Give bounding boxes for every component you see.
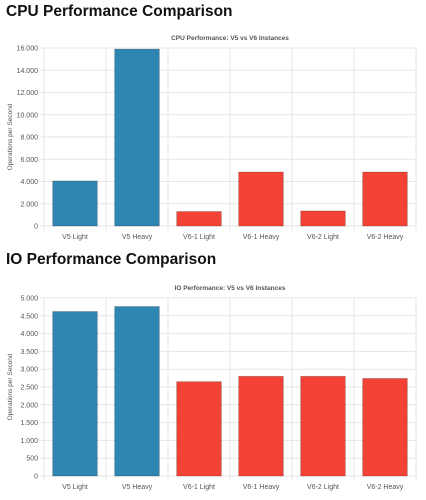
io-bar-v6-1-heavy <box>238 375 284 477</box>
cpu-bar-v6-2-heavy <box>362 171 408 227</box>
cpu-x-tick-label: V6-1 Light <box>183 234 215 241</box>
cpu-bar-v6-2-light <box>300 210 346 227</box>
cpu-y-tick-label: 8.000 <box>20 135 38 142</box>
io-performance-chart: IO Performance: V5 vs V6 Instances 0 500 1.… <box>7 285 417 491</box>
cpu-x-tick-label: V5 Light <box>62 234 88 241</box>
io-x-tick-label: V6-1 Light <box>183 484 215 491</box>
cpu-y-tick-label: 12.000 <box>17 90 39 97</box>
cpu-y-tick-label: 14.000 <box>17 68 39 75</box>
io-y-tick-label: 0 <box>34 474 38 481</box>
io-y-tick-label: 500 <box>26 456 38 463</box>
io-x-tick-label: V6-2 Heavy <box>367 484 404 491</box>
io-y-axis-title: Operations per Second <box>7 353 14 420</box>
io-y-tick-label: 4.500 <box>20 313 38 320</box>
cpu-bar-v5-heavy <box>114 48 160 227</box>
io-bar-v6-1-light <box>176 381 222 477</box>
cpu-x-tick-label: V6-2 Light <box>307 234 339 241</box>
cpu-bar-v5-light <box>52 180 98 227</box>
cpu-y-tick-label: 6.000 <box>20 157 38 164</box>
cpu-y-tick-label: 16.000 <box>17 46 39 53</box>
io-bar-v6-2-heavy <box>362 378 408 477</box>
cpu-x-tick-label: V6-2 Heavy <box>367 234 404 241</box>
io-x-tick-label: V6-2 Light <box>307 484 339 491</box>
cpu-chart-title: CPU Performance: V5 vs V6 Instances <box>171 35 289 42</box>
io-y-tick-label: 3.500 <box>20 349 38 356</box>
cpu-y-axis-title: Operations per Second <box>7 103 14 170</box>
io-bar-v5-heavy <box>114 306 160 477</box>
io-y-tick-label: 1.500 <box>20 420 38 427</box>
io-section-heading: IO Performance Comparison <box>6 251 217 268</box>
io-y-tick-label: 1.000 <box>20 438 38 445</box>
cpu-x-tick-label: V6-1 Heavy <box>243 234 280 241</box>
io-y-tick-label: 4.000 <box>20 331 38 338</box>
cpu-y-tick-label: 4.000 <box>20 179 38 186</box>
io-x-tick-label: V6-1 Heavy <box>243 484 280 491</box>
io-bar-v5-light <box>52 311 98 477</box>
io-bar-v6-2-light <box>300 375 346 477</box>
cpu-x-tick-label: V5 Heavy <box>122 234 153 241</box>
cpu-section-heading: CPU Performance Comparison <box>6 3 233 20</box>
io-y-tick-label: 3.000 <box>20 367 38 374</box>
io-y-tick-label: 5.000 <box>20 296 38 303</box>
io-y-tick-label: 2.000 <box>20 402 38 409</box>
io-x-tick-label: V5 Light <box>62 484 88 491</box>
cpu-y-tick-label: 10.000 <box>17 112 39 119</box>
cpu-performance-chart: CPU Performance: V5 vs V6 Instances 0 2.00… <box>7 35 417 241</box>
cpu-y-tick-label: 0 <box>34 224 38 231</box>
cpu-bar-v6-1-heavy <box>238 171 284 227</box>
cpu-bar-v6-1-light <box>176 211 222 227</box>
io-chart-title: IO Performance: V5 vs V6 Instances <box>175 285 286 292</box>
io-y-tick-label: 2.500 <box>20 385 38 392</box>
cpu-y-tick-label: 2.000 <box>20 201 38 208</box>
io-x-tick-label: V5 Heavy <box>122 484 153 491</box>
